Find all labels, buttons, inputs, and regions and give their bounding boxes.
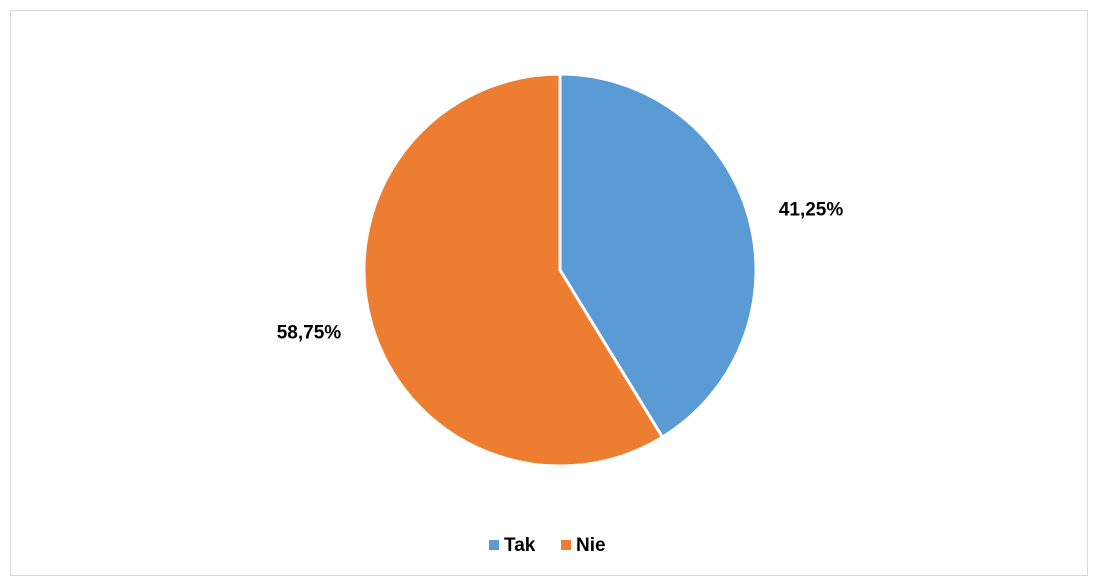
- pie-slice-nie: [362, 72, 664, 468]
- pie-slices: [362, 72, 758, 468]
- legend-label-nie: Nie: [576, 535, 606, 556]
- legend-swatch-tak: [489, 540, 499, 550]
- legend: Tak Nie: [489, 535, 606, 556]
- data-label-tak: 41,25%: [779, 199, 844, 220]
- legend-label-tak: Tak: [504, 535, 536, 556]
- data-labels: 41,25% 58,75%: [277, 199, 844, 343]
- legend-swatch-nie: [561, 540, 571, 550]
- pie-slice-tak: [558, 72, 758, 439]
- data-label-nie: 58,75%: [277, 323, 342, 344]
